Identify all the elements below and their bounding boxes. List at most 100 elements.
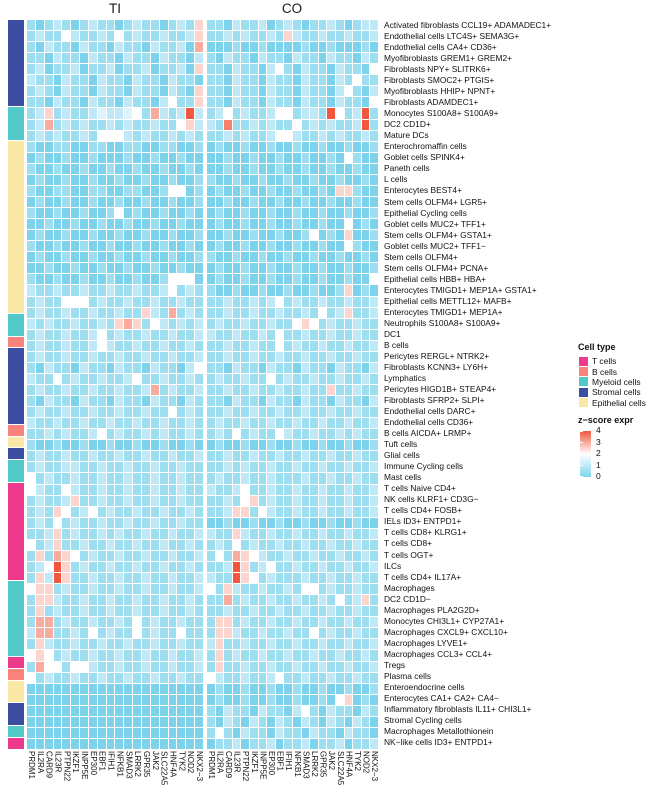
heatmap-cell	[177, 75, 186, 86]
heatmap-cell	[35, 440, 44, 451]
heatmap-cell	[232, 617, 241, 628]
heatmap-cell	[353, 407, 361, 418]
heatmap-cell	[142, 639, 150, 650]
heatmap-cell	[27, 451, 35, 462]
heatmap-cell	[80, 174, 88, 185]
heatmap-cell	[124, 20, 133, 31]
heatmap-cell	[177, 163, 186, 174]
heatmap-cell	[71, 650, 80, 661]
heatmap-cell	[284, 617, 292, 628]
heatmap-cell	[361, 230, 370, 241]
heatmap-cell	[195, 694, 203, 705]
heatmap-cell	[150, 86, 159, 97]
heatmap-cell	[168, 86, 177, 97]
heatmap-cell	[133, 362, 142, 373]
heatmap-cell	[275, 230, 284, 241]
heatmap-cell	[215, 716, 224, 727]
heatmap-cell	[370, 241, 378, 252]
heatmap-cell	[361, 241, 370, 252]
heatmap-cell	[124, 694, 133, 705]
heatmap-cell	[241, 606, 249, 617]
heatmap-cell	[241, 495, 249, 506]
heatmap-cell	[62, 561, 71, 573]
heatmap-cell	[310, 252, 318, 263]
heatmap-cell	[318, 705, 327, 716]
heatmap-cell	[80, 584, 88, 595]
heatmap-cell	[106, 185, 115, 196]
heatmap-cell	[335, 473, 344, 484]
heatmap-cell	[159, 196, 168, 208]
heatmap-cell	[97, 163, 106, 174]
heatmap-cell	[44, 130, 53, 141]
heatmap-cell	[318, 230, 327, 241]
heatmap-cell	[232, 163, 241, 174]
heatmap-cell	[224, 506, 232, 517]
heatmap-cell	[258, 573, 267, 584]
heatmap-cell	[361, 163, 370, 174]
heatmap-cell	[327, 451, 335, 462]
row-label: Activated fibroblasts CCL19+ ADAMADEC1+	[384, 20, 552, 30]
heatmap-cell	[80, 418, 88, 429]
heatmap-cell	[186, 407, 195, 418]
heatmap-cell	[267, 252, 275, 263]
heatmap-cell	[284, 738, 292, 749]
sidebar-category-segment	[8, 162, 24, 173]
heatmap-cell	[88, 241, 97, 252]
heatmap-cell	[267, 573, 275, 584]
heatmap-cell	[232, 683, 241, 694]
heatmap-cell	[327, 561, 335, 573]
heatmap-cell	[142, 595, 150, 606]
heatmap-cell	[150, 595, 159, 606]
heatmap-cell	[207, 119, 215, 130]
heatmap-cell	[207, 307, 215, 318]
heatmap-cell	[124, 561, 133, 573]
heatmap-cell	[318, 307, 327, 318]
heatmap-cell	[292, 506, 301, 517]
heatmap-cell	[159, 351, 168, 362]
heatmap-cell	[88, 418, 97, 429]
heatmap-cell	[232, 174, 241, 185]
heatmap-cell	[318, 97, 327, 108]
heatmap-cell	[318, 329, 327, 340]
heatmap-cell	[53, 241, 62, 252]
heatmap-cell	[224, 185, 232, 196]
heatmap-cell	[124, 174, 133, 185]
heatmap-cell	[301, 252, 310, 263]
heatmap-cell	[186, 528, 195, 539]
heatmap-cell	[215, 185, 224, 196]
heatmap-cell	[53, 64, 62, 75]
heatmap-cell	[195, 617, 203, 628]
heatmap-cell	[344, 396, 353, 407]
heatmap-cell	[353, 595, 361, 606]
heatmap-cell	[207, 241, 215, 252]
heatmap-cell	[284, 196, 292, 208]
heatmap-cell	[361, 617, 370, 628]
heatmap-cell	[241, 230, 249, 241]
heatmap-cell	[97, 53, 106, 64]
heatmap-cell	[232, 285, 241, 296]
heatmap-cell	[284, 384, 292, 396]
row-label: Myofibroblasts HHIP+ NPNT+	[384, 86, 496, 97]
heatmap-cell	[207, 473, 215, 484]
heatmap-cell	[232, 639, 241, 650]
heatmap-cell	[97, 31, 106, 42]
heatmap-cell	[292, 451, 301, 462]
heatmap-cell	[327, 130, 335, 141]
heatmap-cell	[150, 495, 159, 506]
heatmap-cell	[44, 75, 53, 86]
sidebar-category-segment	[8, 302, 24, 314]
heatmap-cell	[97, 628, 106, 639]
heatmap-cell	[344, 661, 353, 672]
heatmap-cell	[168, 152, 177, 163]
heatmap-cell	[344, 318, 353, 329]
heatmap-cell	[44, 31, 53, 42]
heatmap-cell	[177, 462, 186, 473]
gene-label: GPR35	[318, 751, 328, 778]
heatmap-cell	[142, 716, 150, 727]
heatmap-cell	[44, 373, 53, 384]
heatmap-cell	[284, 163, 292, 174]
heatmap-cell	[97, 230, 106, 241]
heatmap-cell	[267, 517, 275, 528]
heatmap-cell	[71, 462, 80, 473]
heatmap-cell	[344, 528, 353, 539]
